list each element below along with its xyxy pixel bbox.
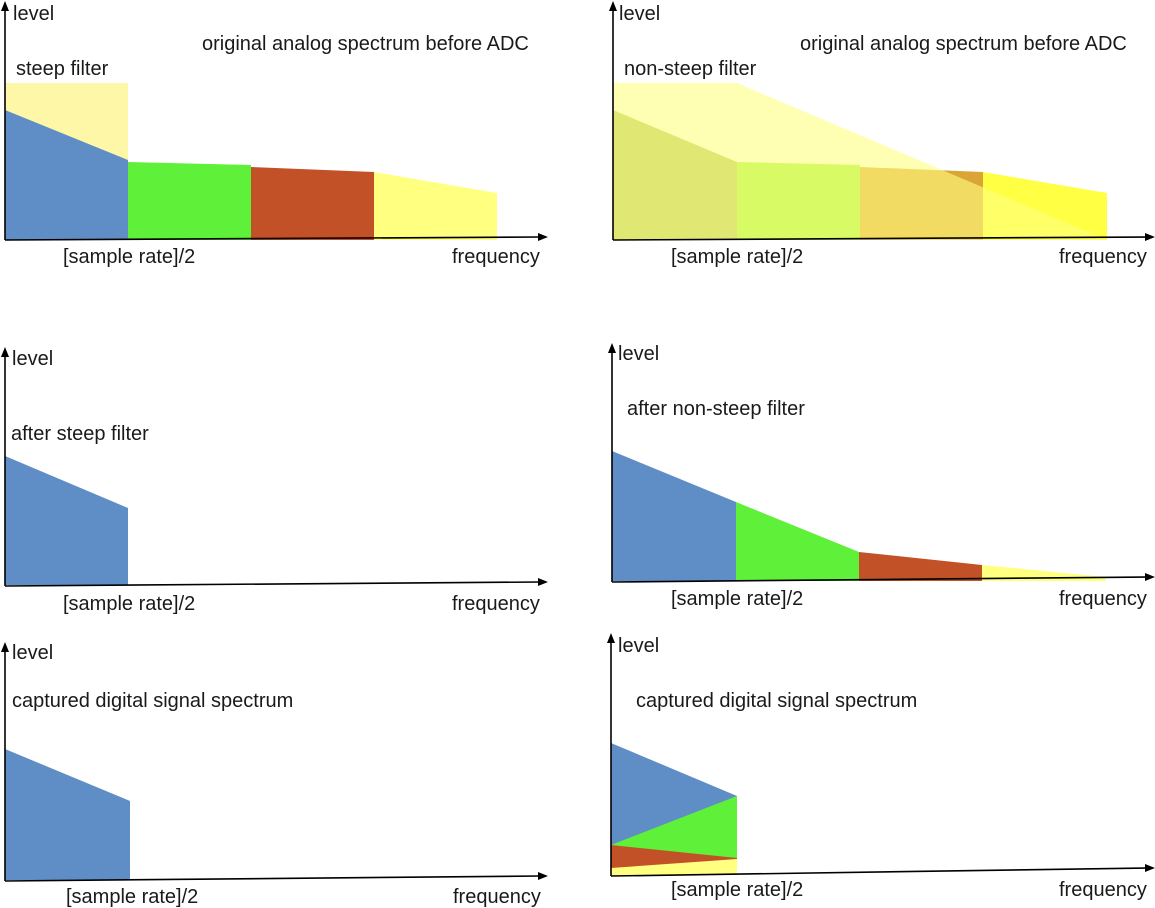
x-axis-arrow	[538, 872, 548, 880]
y-axis-arrow	[1, 347, 9, 357]
y-axis-label: level	[618, 343, 659, 365]
aliased-band-yellow	[611, 859, 737, 875]
y-axis-label: level	[619, 3, 660, 25]
x-axis	[611, 576, 1148, 583]
x-axis	[612, 236, 1148, 241]
x-axis	[4, 875, 541, 882]
x-axis-label: frequency	[1059, 879, 1147, 901]
y-axis-arrow	[1, 642, 9, 652]
nyquist-label: [sample rate]/2	[63, 593, 195, 615]
y-axis-label: level	[12, 348, 53, 370]
nyquist-label: [sample rate]/2	[66, 886, 198, 908]
x-axis-label: frequency	[453, 886, 541, 908]
x-axis-arrow	[1145, 233, 1155, 241]
band-2-green	[736, 502, 859, 581]
y-axis-arrow	[1, 1, 9, 11]
x-axis-arrow	[1145, 573, 1155, 581]
panel-steep-filtered: level after steep filter [sample rate]/2…	[1, 347, 548, 615]
filter-caption: after steep filter	[11, 423, 149, 445]
band-3-red	[251, 167, 374, 240]
filter-caption: captured digital signal spectrum	[12, 690, 293, 712]
panel-nonsteep-filtered: level after non-steep filter [sample rat…	[608, 343, 1155, 610]
y-axis-arrow	[609, 1, 617, 11]
nyquist-label: [sample rate]/2	[63, 246, 195, 268]
band-2-green	[128, 162, 251, 240]
filter-caption: steep filter	[16, 58, 109, 80]
band-3-red	[859, 552, 982, 581]
band-1-blue	[5, 110, 128, 240]
panel-title: original analog spectrum before ADC	[800, 33, 1127, 55]
filter-caption: captured digital signal spectrum	[636, 690, 917, 712]
band-4-yellow	[374, 172, 497, 240]
nyquist-label: [sample rate]/2	[671, 246, 803, 268]
panel-steep-analog: level original analog spectrum before AD…	[1, 1, 548, 268]
nyquist-label: [sample rate]/2	[671, 879, 803, 901]
x-axis	[610, 867, 1148, 877]
y-axis-arrow	[607, 633, 615, 643]
band-1-blue	[5, 456, 128, 585]
nonsteep-filter-response	[613, 83, 1107, 240]
x-axis	[4, 581, 541, 587]
y-axis-arrow	[608, 343, 616, 353]
filter-caption: after non-steep filter	[627, 398, 805, 420]
x-axis-label: frequency	[452, 246, 540, 268]
filter-caption: non-steep filter	[624, 58, 757, 80]
band-1-blue	[5, 749, 130, 880]
y-axis-label: level	[13, 3, 54, 25]
panel-nonsteep-analog: level original analog spectrum before AD…	[609, 1, 1155, 268]
x-axis-label: frequency	[452, 593, 540, 615]
panel-nonsteep-captured: level captured digital signal spectrum […	[607, 633, 1155, 901]
y-axis-label: level	[12, 642, 53, 664]
x-axis-label: frequency	[1059, 246, 1147, 268]
nyquist-label: [sample rate]/2	[671, 588, 803, 610]
x-axis	[4, 236, 541, 241]
panel-title: original analog spectrum before ADC	[202, 33, 529, 55]
x-axis-label: frequency	[1059, 588, 1147, 610]
band-1-blue	[612, 451, 736, 581]
y-axis-label: level	[618, 635, 659, 657]
x-axis-arrow	[538, 233, 548, 241]
panel-steep-captured: level captured digital signal spectrum […	[1, 642, 548, 908]
x-axis-arrow	[538, 578, 548, 586]
x-axis-arrow	[1145, 864, 1155, 872]
